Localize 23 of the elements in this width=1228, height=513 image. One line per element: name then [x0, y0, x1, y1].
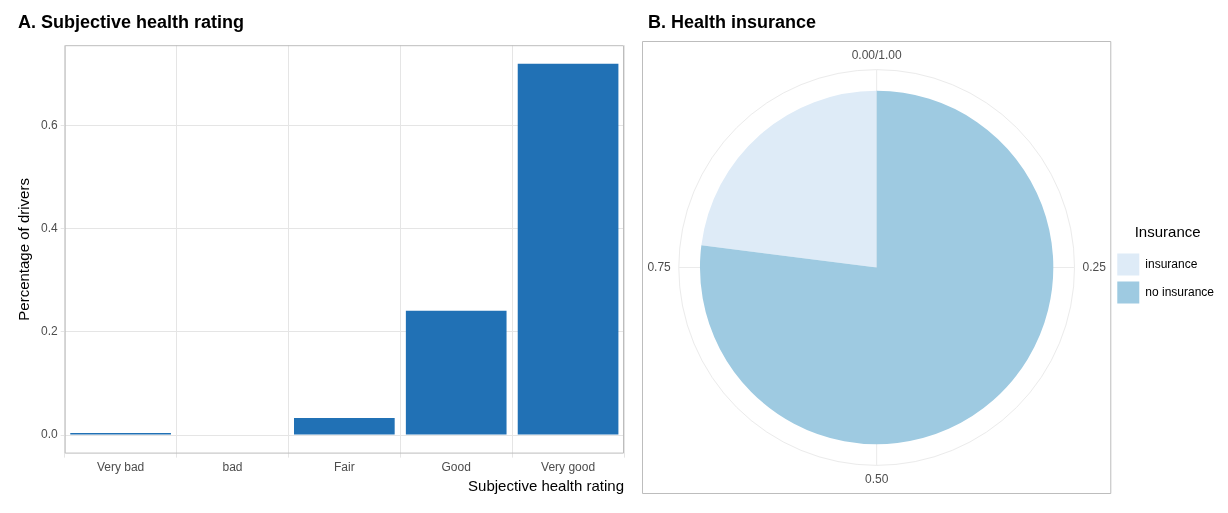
y-axis-title: Percentage of drivers: [15, 178, 33, 321]
y-tick-label: 0.0: [40, 427, 58, 442]
y-tick-label: 0.6: [40, 117, 58, 132]
x-tick-label: Good: [441, 460, 471, 475]
bar: [294, 418, 395, 435]
chart-title: B. Health insurance: [647, 11, 818, 34]
chart-title: A. Subjective health rating: [17, 11, 246, 34]
text: 0.50: [864, 471, 889, 486]
legend-title: Insurance: [1134, 223, 1201, 241]
y-tick-label: 0.4: [40, 221, 58, 236]
x-tick-label: Very bad: [96, 460, 145, 475]
text: 0.25: [1082, 259, 1107, 274]
x-tick-label: bad: [222, 460, 243, 475]
x-tick-label: Very good: [541, 460, 596, 475]
text: 0.75: [647, 259, 672, 274]
y-tick-label: 0.2: [40, 324, 58, 339]
x-tick-label: Fair: [334, 460, 355, 475]
bar: [405, 310, 507, 435]
legend-label: insurance: [1145, 256, 1198, 271]
legend-label: no insurance: [1145, 284, 1215, 299]
x-axis-title: Subjective health rating: [468, 477, 624, 495]
bar: [517, 63, 619, 435]
text: 0.00/1.00: [851, 47, 902, 62]
